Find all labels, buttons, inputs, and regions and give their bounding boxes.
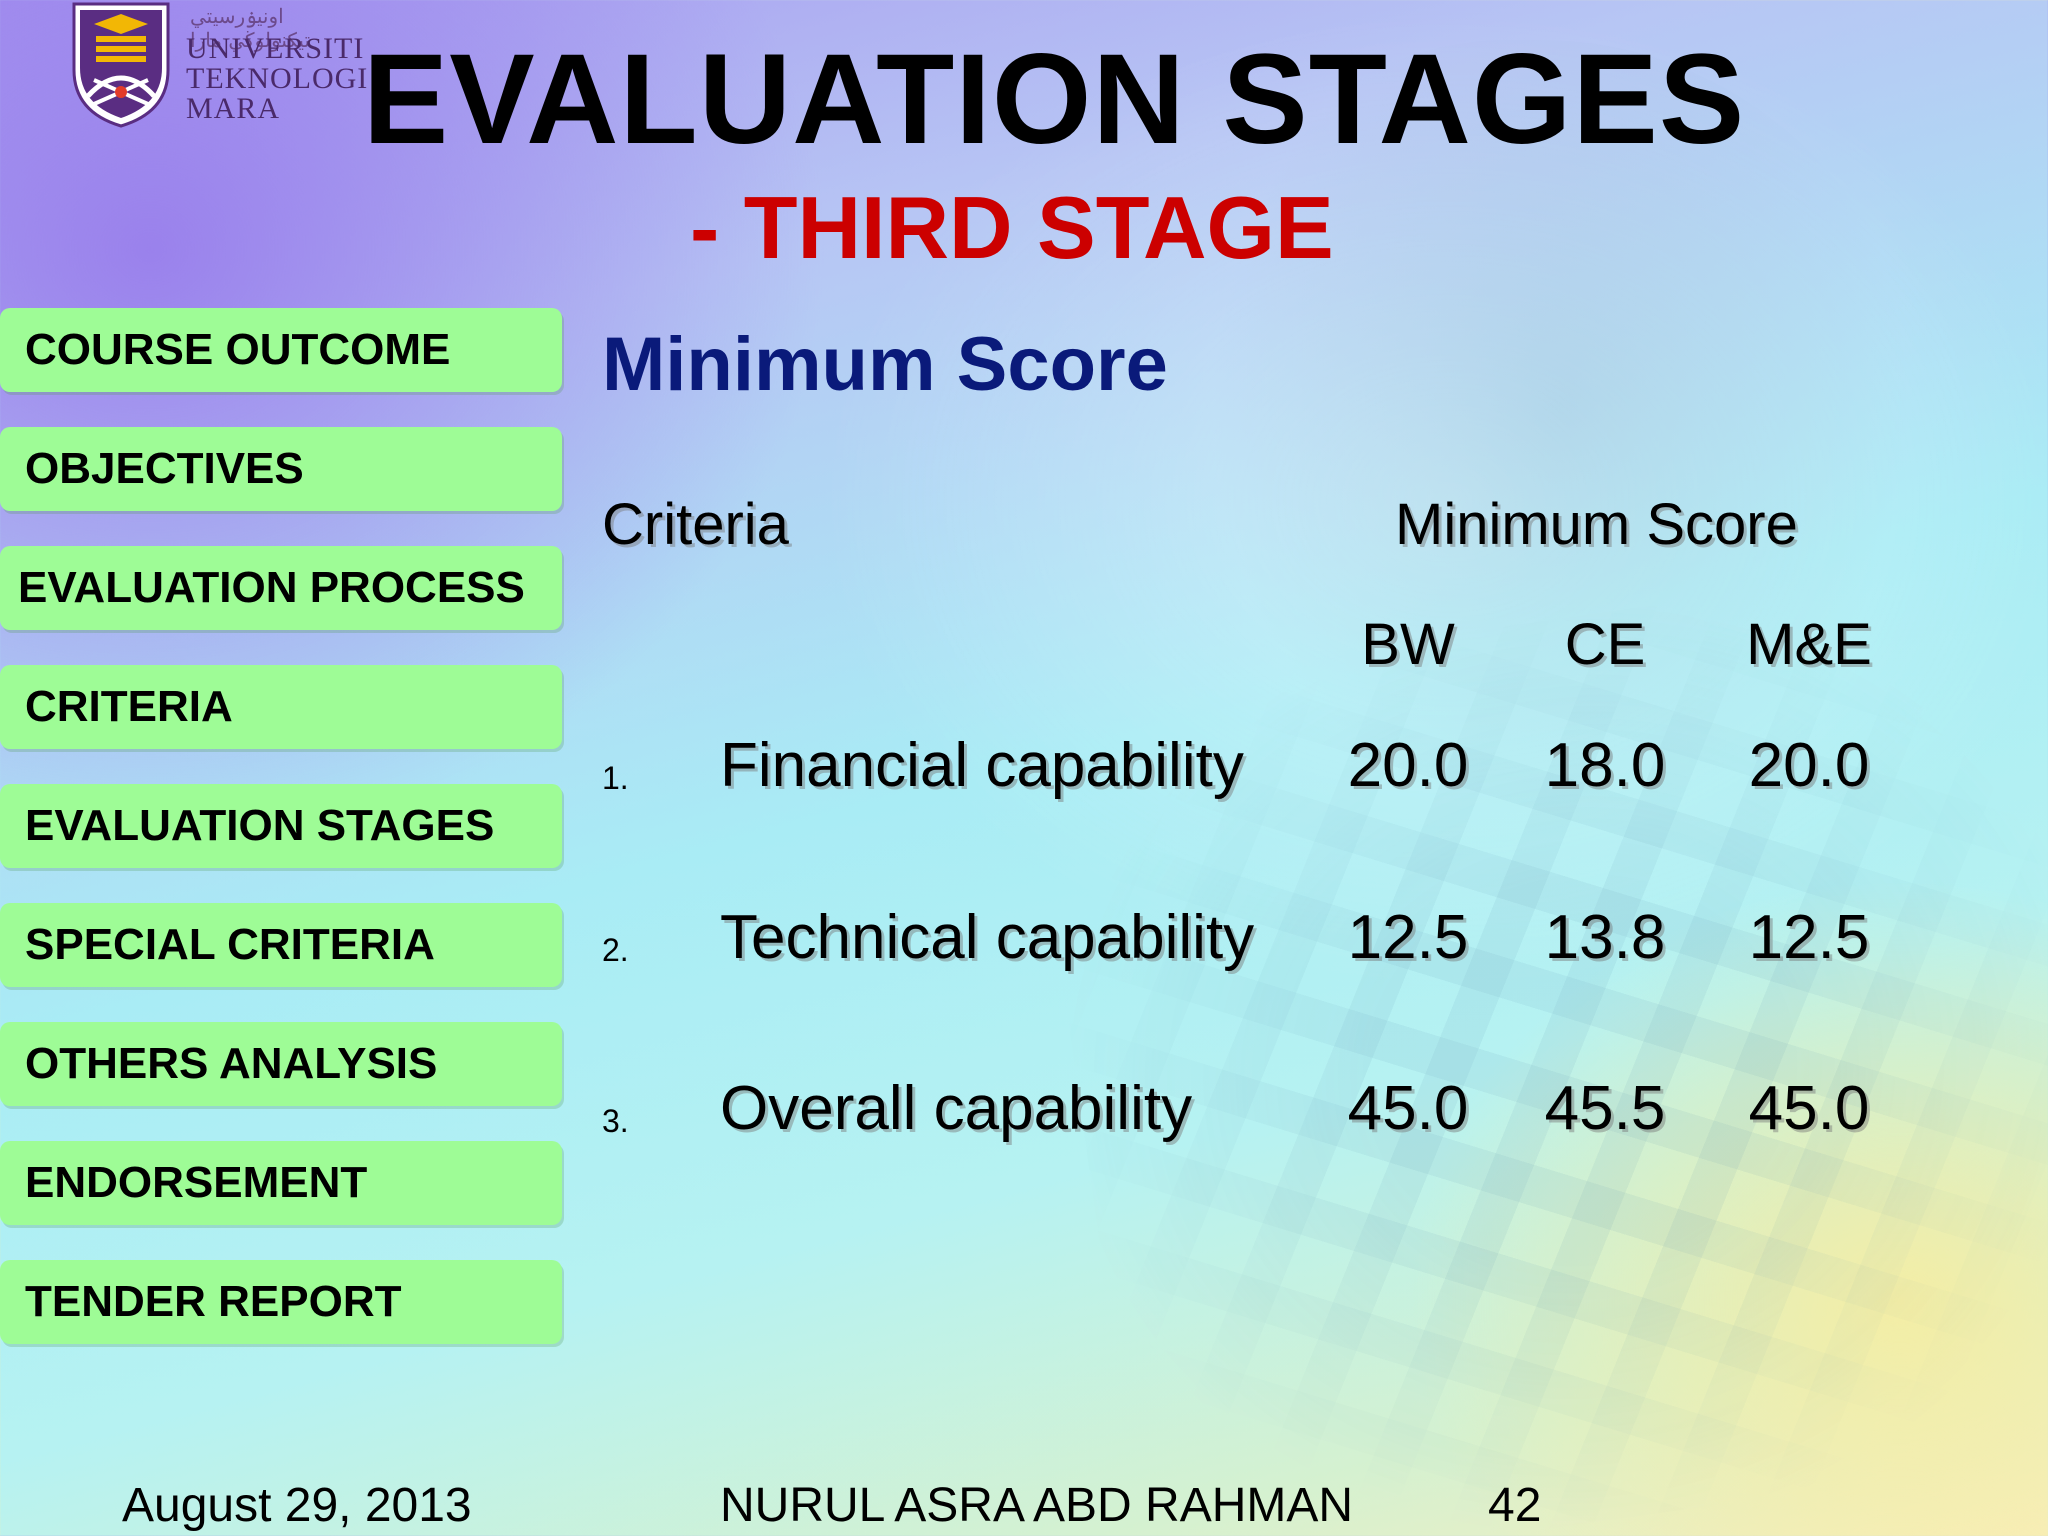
cell-technical-ce: 13.8 — [1544, 903, 1666, 972]
cell-financial-bw: 20.0 — [1347, 731, 1469, 800]
row-label-technical: Technical capability — [720, 903, 1255, 972]
cell-overall-ce: 45.5 — [1544, 1074, 1666, 1143]
row-number: 2. — [602, 932, 629, 968]
logo-text-line-2: TEKNOLOGI — [186, 62, 369, 95]
background-keyboard-image — [1022, 554, 2048, 1536]
table-header-minimum-score: Minimum Score — [1395, 492, 1798, 557]
sidebar-item-evaluation-stages[interactable]: EVALUATION STAGES — [0, 784, 562, 868]
row-label-financial: Financial capability — [720, 731, 1244, 800]
footer-date: August 29, 2013 — [122, 1479, 472, 1532]
logo-jawi-text: اونيۏرسيتي تيكنولوڬي مارا — [190, 4, 311, 52]
slide-title: EVALUATION STAGES — [362, 28, 1746, 171]
row-number: 3. — [602, 1103, 629, 1139]
table-header-criteria: Criteria — [602, 492, 789, 557]
column-header-bw: BW — [1361, 612, 1455, 677]
row-number: 1. — [602, 760, 629, 796]
footer-author: NURUL ASRA ABD RAHMAN — [720, 1479, 1354, 1532]
page-number: 42 — [1488, 1479, 1542, 1532]
column-header-ce: CE — [1564, 612, 1646, 677]
cell-financial-me: 20.0 — [1748, 731, 1870, 800]
cell-overall-me: 45.0 — [1748, 1074, 1870, 1143]
sidebar-item-tender-report[interactable]: TENDER REPORT — [0, 1260, 562, 1344]
sidebar-item-objectives[interactable]: OBJECTIVES — [0, 427, 562, 511]
sidebar-item-endorsement[interactable]: ENDORSEMENT — [0, 1141, 562, 1225]
sidebar-item-criteria[interactable]: CRITERIA — [0, 665, 562, 749]
section-heading: Minimum Score — [602, 322, 1168, 407]
logo-crest-icon — [72, 2, 170, 128]
column-header-me: M&E — [1746, 612, 1872, 677]
slide-subtitle: - THIRD STAGE — [690, 178, 1334, 277]
cell-financial-ce: 18.0 — [1544, 731, 1666, 800]
cell-overall-bw: 45.0 — [1347, 1074, 1469, 1143]
logo-text-line-1: UNIVERSITI — [186, 32, 365, 65]
logo-text-line-3: MARA — [186, 92, 281, 125]
cell-technical-me: 12.5 — [1748, 903, 1870, 972]
sidebar-item-others-analysis[interactable]: OTHERS ANALYSIS — [0, 1022, 562, 1106]
row-label-overall: Overall capability — [720, 1074, 1193, 1143]
sidebar-item-special-criteria[interactable]: SPECIAL CRITERIA — [0, 903, 562, 987]
sidebar-item-evaluation-process[interactable]: EVALUATION PROCESS — [0, 546, 562, 630]
cell-technical-bw: 12.5 — [1347, 903, 1469, 972]
university-logo: اونيۏرسيتي تيكنولوڬي مارا UNIVERSITI TEK… — [66, 0, 369, 130]
sidebar-item-course-outcome[interactable]: COURSE OUTCOME — [0, 308, 562, 392]
